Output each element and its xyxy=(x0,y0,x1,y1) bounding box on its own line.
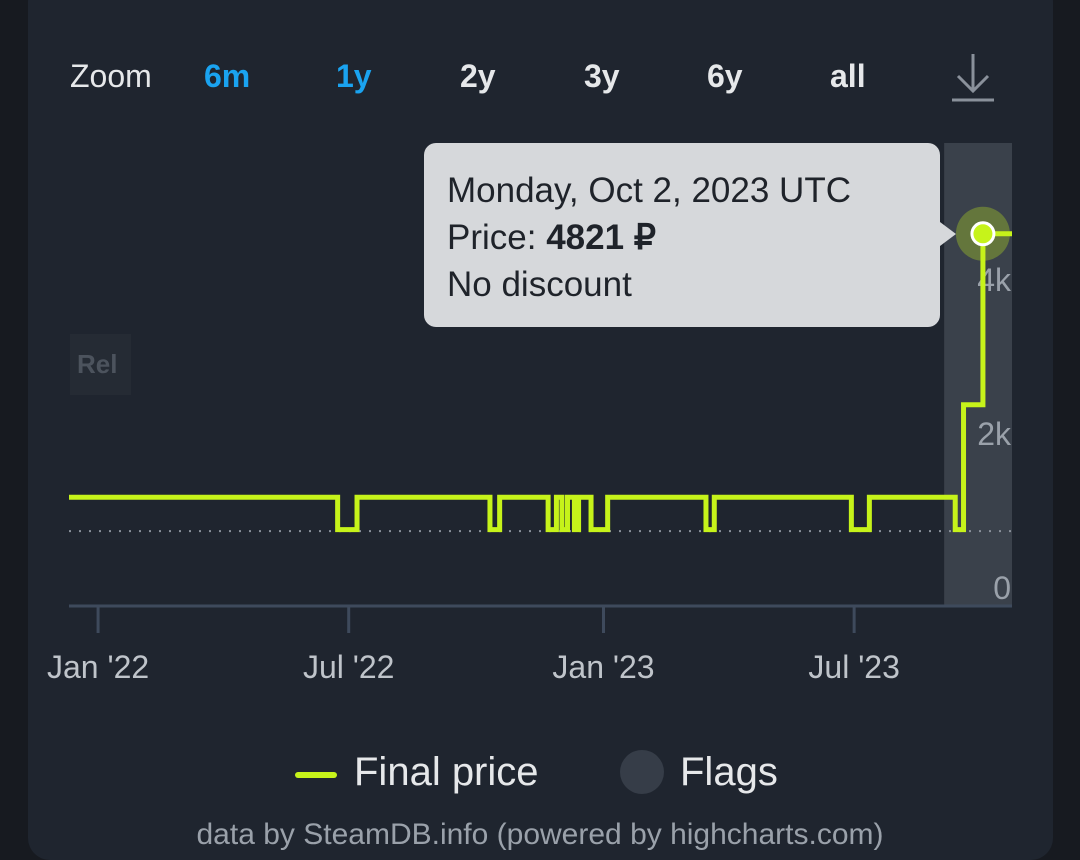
download-icon[interactable] xyxy=(950,52,996,112)
zoom-1y-button[interactable]: 1y xyxy=(336,58,372,94)
tooltip-date: Monday, Oct 2, 2023 UTC xyxy=(447,171,851,210)
range-selector: Zoom 6m 1y 2y 3y 6y all xyxy=(70,54,1010,102)
legend-flags[interactable]: Flags xyxy=(680,750,778,794)
tooltip-price-label: Price: xyxy=(447,218,546,257)
legend-final-price[interactable]: Final price xyxy=(354,750,539,794)
x-tick-label: Jan '23 xyxy=(552,649,654,685)
zoom-2y-button[interactable]: 2y xyxy=(460,58,496,94)
tooltip-discount: No discount xyxy=(447,265,632,304)
y-tick-label: 2k xyxy=(977,416,1012,452)
zoom-all-button[interactable]: all xyxy=(830,58,866,94)
legend-flags-swatch xyxy=(620,750,664,794)
x-tick-label: Jul '23 xyxy=(808,649,900,685)
zoom-6m-button[interactable]: 6m xyxy=(204,58,251,94)
tooltip-price-value: 4821 ₽ xyxy=(546,218,656,257)
legend: Final price Flags xyxy=(0,750,1080,800)
final-price-line xyxy=(69,231,1012,533)
zoom-6y-button[interactable]: 6y xyxy=(707,58,743,94)
flag-marker xyxy=(70,334,131,395)
legend-line-swatch xyxy=(295,772,337,778)
credits[interactable]: data by SteamDB.info (powered by highcha… xyxy=(196,818,884,851)
tooltip-box xyxy=(424,143,956,327)
x-tick-label: Jul '22 xyxy=(303,649,395,685)
zoom-3y-button[interactable]: 3y xyxy=(584,58,620,94)
zoom-label: Zoom xyxy=(70,58,152,94)
hover-point xyxy=(970,221,996,247)
tooltip-price: Price: 4821 ₽ xyxy=(447,218,656,257)
y-tick-label: 0 xyxy=(993,570,1011,606)
flag-label: Rel xyxy=(77,349,117,379)
x-tick-label: Jan '22 xyxy=(47,649,149,685)
